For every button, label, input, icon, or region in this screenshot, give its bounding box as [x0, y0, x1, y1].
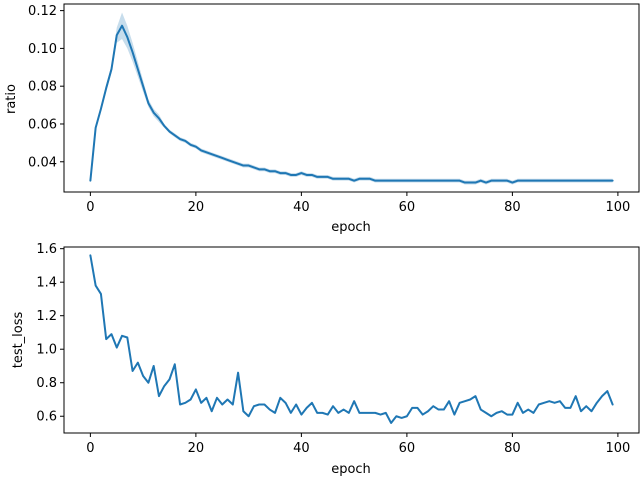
ratio-y-ticks: 0.04 0.06 0.08 0.10 0.12 [28, 4, 64, 170]
ratio-x-tick-label: 40 [293, 200, 310, 215]
test-loss-x-ticks: 0 20 40 60 80 100 [86, 433, 630, 456]
test-loss-x-axis-label: epoch [331, 462, 371, 477]
test-loss-y-tick-label: 0.8 [36, 376, 57, 391]
ratio-y-axis-label: ratio [4, 84, 19, 114]
test-loss-x-tick-label: 80 [504, 441, 521, 456]
ratio-series-line [89, 24, 614, 184]
ratio-x-tick-label: 20 [188, 200, 205, 215]
ratio-axes [63, 3, 640, 193]
test-loss-y-axis-label: test_loss [11, 311, 26, 368]
ratio-y-tick-label: 0.10 [28, 42, 57, 57]
ratio-y-tick-label: 0.08 [28, 80, 57, 95]
test-loss-x-tick-label: 0 [86, 441, 94, 456]
ratio-x-tick-label: 100 [605, 200, 630, 215]
test-loss-chart-panel: 0 20 40 60 80 100 0.6 0.8 1.0 1.2 1.4 1.6 epoch te… [11, 242, 640, 477]
ratio-axes-frame [63, 3, 640, 193]
ratio-x-ticks: 0 20 40 60 80 100 [86, 192, 630, 215]
test-loss-x-tick-label: 100 [605, 441, 630, 456]
ratio-y-tick-label: 0.06 [28, 117, 57, 132]
ratio-chart-panel: 0 20 40 60 80 100 0.040.060.080.100.12 epoch … [4, 3, 640, 235]
test-loss-y-tick-label: 0.6 [36, 410, 57, 425]
test-loss-axes [63, 246, 640, 434]
test-loss-x-tick-label: 20 [188, 441, 205, 456]
test-loss-line-layer [89, 254, 614, 424]
test-loss-y-tick-label: 1.6 [36, 242, 57, 257]
test-loss-axes-frame [63, 246, 640, 434]
test-loss-y-tick-label: 1.0 [36, 343, 57, 358]
ratio-x-tick-label: 80 [504, 200, 521, 215]
ratio-y-tick-label: 0.12 [28, 4, 57, 19]
ratio-x-tick-label: 0 [86, 200, 94, 215]
test-loss-y-tick-label: 1.2 [36, 309, 57, 324]
test-loss-series-line [89, 254, 614, 424]
ratio-line-layer [89, 24, 614, 184]
ratio-x-axis-label: epoch [331, 220, 371, 235]
test-loss-y-tick-label: 1.4 [36, 276, 57, 291]
test-loss-y-ticks: 0.6 0.8 1.0 1.2 1.4 1.6 [36, 242, 64, 425]
ratio-x-tick-label: 60 [399, 200, 416, 215]
test-loss-x-tick-label: 60 [399, 441, 416, 456]
test-loss-x-tick-label: 40 [293, 441, 310, 456]
ratio-y-tick-label: 0.04 [28, 155, 57, 170]
